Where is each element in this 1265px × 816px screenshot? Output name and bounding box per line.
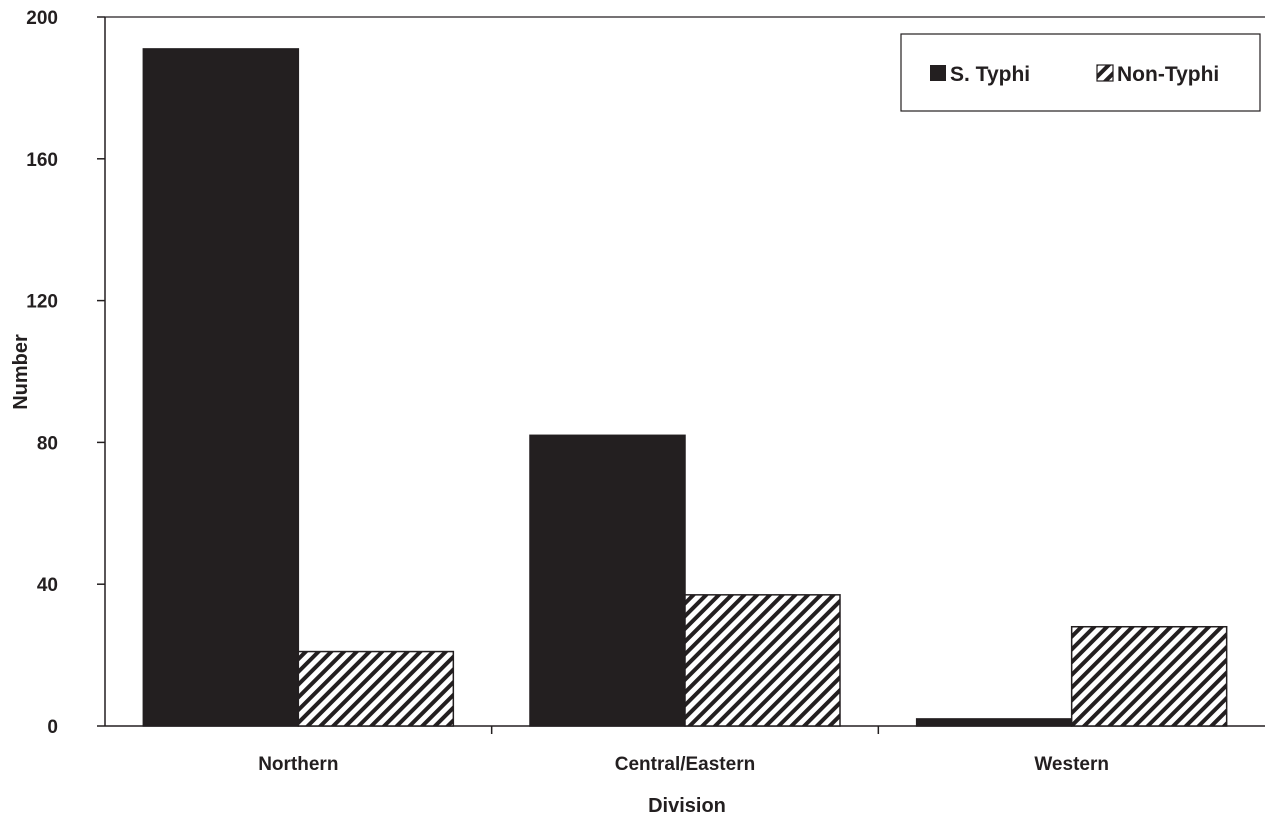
x-axis-ticks: Northern Central/Eastern Western bbox=[258, 726, 1109, 775]
y-axis-title: Number bbox=[10, 334, 32, 410]
y-tick-label: 160 bbox=[26, 150, 58, 171]
bar-non-typhi-western bbox=[1070, 625, 1228, 727]
y-tick-label: 200 bbox=[26, 8, 58, 29]
legend-label-s-typhi: S. Typhi bbox=[950, 63, 1030, 86]
bar-s-typhi-northern bbox=[142, 48, 300, 727]
x-axis-title: Division bbox=[648, 795, 726, 816]
y-tick-label: 0 bbox=[47, 717, 58, 738]
x-tick-label: Western bbox=[1034, 754, 1109, 775]
bars-group bbox=[142, 48, 1228, 727]
legend: S. Typhi Non-Typhi bbox=[900, 33, 1261, 112]
legend-frame bbox=[900, 33, 1261, 112]
legend-swatch-non-typhi bbox=[1096, 64, 1114, 82]
x-tick-label: Northern bbox=[258, 754, 338, 775]
bar-s-typhi-central-eastern bbox=[529, 434, 686, 727]
y-tick-label: 120 bbox=[26, 292, 58, 313]
bar-s-typhi-western bbox=[915, 718, 1073, 727]
bar-non-typhi-central-eastern bbox=[684, 594, 841, 727]
bar-non-typhi-northern bbox=[297, 650, 455, 727]
y-axis-ticks: 0 40 80 120 160 200 bbox=[26, 8, 105, 738]
y-tick-label: 80 bbox=[37, 433, 58, 454]
legend-swatch-s-typhi bbox=[930, 65, 946, 81]
legend-label-non-typhi: Non-Typhi bbox=[1117, 63, 1219, 86]
x-tick-label: Central/Eastern bbox=[615, 754, 755, 775]
y-tick-label: 40 bbox=[37, 575, 58, 596]
